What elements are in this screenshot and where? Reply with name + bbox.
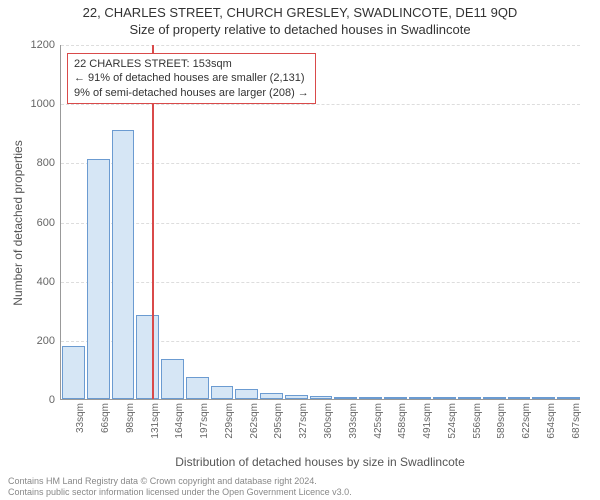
y-tick-label: 1200	[15, 39, 55, 51]
page-title: 22, CHARLES STREET, CHURCH GRESLEY, SWAD…	[0, 0, 600, 20]
histogram-bar	[508, 397, 531, 399]
annotation-box: 22 CHARLES STREET: 153sqm← 91% of detach…	[67, 53, 316, 104]
grid-line	[61, 45, 580, 46]
x-tick-label: 33sqm	[75, 403, 86, 433]
x-tick-label: 458sqm	[397, 403, 408, 439]
histogram-bar	[186, 377, 209, 399]
histogram-bar	[136, 315, 159, 399]
x-tick-label: 622sqm	[521, 403, 532, 439]
x-tick-label: 131sqm	[150, 403, 161, 439]
histogram-bar	[87, 159, 110, 399]
x-tick-label: 425sqm	[373, 403, 384, 439]
annotation-line-1: 22 CHARLES STREET: 153sqm	[74, 57, 309, 71]
y-tick-label: 200	[15, 335, 55, 347]
histogram-bar	[359, 397, 382, 399]
histogram-bar	[458, 397, 481, 399]
x-tick-label: 654sqm	[546, 403, 557, 439]
grid-line	[61, 223, 580, 224]
histogram-bar	[334, 397, 357, 399]
x-tick-label: 393sqm	[348, 403, 359, 439]
x-tick-label: 295sqm	[273, 403, 284, 439]
histogram-bar	[62, 346, 85, 399]
x-tick-label: 360sqm	[323, 403, 334, 439]
x-tick-label: 66sqm	[100, 403, 111, 433]
histogram-bar	[211, 386, 234, 399]
histogram-bar	[557, 397, 580, 399]
histogram-bar	[161, 359, 184, 399]
histogram-bar	[433, 397, 456, 399]
histogram-bar	[235, 389, 258, 399]
x-tick-label: 687sqm	[571, 403, 582, 439]
histogram-bar	[260, 393, 283, 400]
plot-region: 22 CHARLES STREET: 153sqm← 91% of detach…	[60, 45, 580, 400]
x-tick-label: 524sqm	[447, 403, 458, 439]
histogram-bar	[384, 397, 407, 399]
y-tick-label: 1000	[15, 98, 55, 110]
annotation-line-2: ← 91% of detached houses are smaller (2,…	[74, 71, 309, 85]
footer-attribution: Contains HM Land Registry data © Crown c…	[8, 476, 352, 498]
x-tick-label: 491sqm	[422, 403, 433, 439]
annotation-line-3: 9% of semi-detached houses are larger (2…	[74, 86, 309, 100]
x-tick-label: 229sqm	[224, 403, 235, 439]
page-subtitle: Size of property relative to detached ho…	[0, 20, 600, 37]
histogram-bar	[483, 397, 506, 399]
x-tick-label: 197sqm	[199, 403, 210, 439]
grid-line	[61, 104, 580, 105]
histogram-bar	[285, 395, 308, 399]
y-tick-label: 800	[15, 157, 55, 169]
x-tick-label: 327sqm	[298, 403, 309, 439]
histogram-bar	[409, 397, 432, 399]
x-tick-label: 556sqm	[472, 403, 483, 439]
grid-line	[61, 163, 580, 164]
histogram-bar	[532, 397, 555, 399]
footer-line-2: Contains public sector information licen…	[8, 487, 352, 498]
container: 22, CHARLES STREET, CHURCH GRESLEY, SWAD…	[0, 0, 600, 500]
y-tick-label: 0	[15, 394, 55, 406]
x-axis-label: Distribution of detached houses by size …	[175, 455, 465, 469]
x-tick-label: 589sqm	[496, 403, 507, 439]
x-tick-label: 164sqm	[174, 403, 185, 439]
y-tick-label: 600	[15, 217, 55, 229]
footer-line-1: Contains HM Land Registry data © Crown c…	[8, 476, 352, 487]
x-tick-label: 98sqm	[125, 403, 136, 433]
chart-area: 22 CHARLES STREET: 153sqm← 91% of detach…	[60, 45, 580, 400]
histogram-bar	[310, 396, 333, 399]
x-tick-label: 262sqm	[249, 403, 260, 439]
y-tick-label: 400	[15, 276, 55, 288]
grid-line	[61, 282, 580, 283]
histogram-bar	[112, 130, 135, 399]
